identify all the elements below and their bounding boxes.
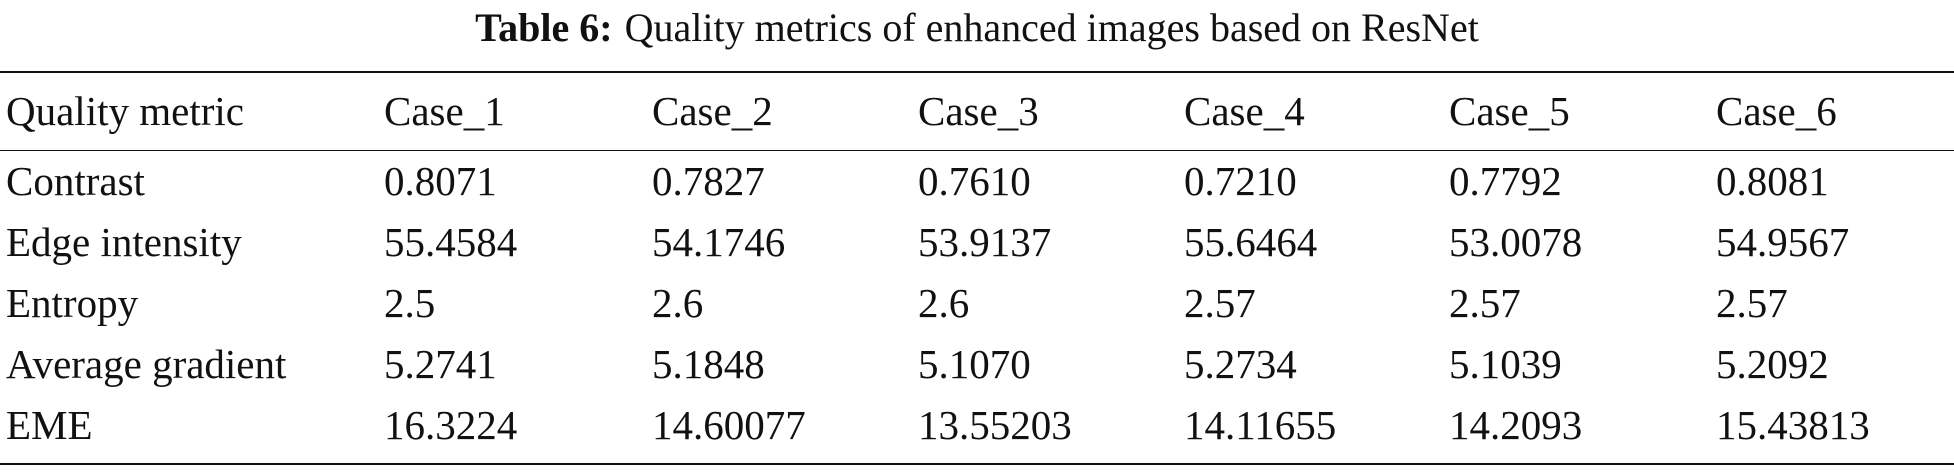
header-cell: Case_3 — [918, 88, 1039, 135]
table-cell: 54.1746 — [652, 218, 786, 265]
table-cell: 14.60077 — [652, 402, 806, 448]
table-cell: 14.2093 — [1449, 402, 1583, 448]
row-label: Contrast — [6, 157, 145, 204]
table-caption: Table 6: Quality metrics of enhanced imag… — [0, 6, 1954, 50]
table-cell: 5.1070 — [918, 340, 1031, 387]
table-cell: 5.2092 — [1716, 340, 1829, 387]
table-cell: 2.6 — [652, 279, 704, 326]
table-cell: 53.9137 — [918, 218, 1052, 265]
table-cell: 54.9567 — [1716, 218, 1850, 265]
header-cell: Case_5 — [1449, 88, 1570, 135]
table-cell: 5.1039 — [1449, 340, 1562, 387]
table-cell: 0.7792 — [1449, 157, 1562, 204]
table-cell: 2.6 — [918, 279, 970, 326]
table-cell: 2.5 — [384, 279, 436, 326]
metrics-table: Quality metric Case_1 Case_2 Case_3 Case_4 Ca… — [0, 71, 1954, 465]
header-cell: Quality metric — [6, 88, 244, 135]
table-cell: 2.57 — [1716, 279, 1788, 326]
header-row: Quality metric Case_1 Case_2 Case_3 Case_4 Ca… — [0, 72, 1954, 150]
table-body: Contrast 0.8071 0.7827 0.7610 0.7210 0.7792 0.… — [0, 150, 1954, 464]
table-row: EME 16.3224 14.60077 13.55203 14.11655 14.209… — [0, 394, 1954, 464]
table-cell: 0.8071 — [384, 157, 497, 204]
caption-label: Table 6: — [475, 5, 613, 50]
row-label: Average gradient — [6, 340, 287, 387]
header-cell: Case_2 — [652, 88, 773, 135]
table-row: Edge intensity 55.4584 54.1746 53.9137 55.64… — [0, 211, 1954, 272]
row-label: EME — [6, 402, 93, 448]
table-cell: 2.57 — [1449, 279, 1521, 326]
table-row: Entropy 2.5 2.6 2.6 2.57 2.57 2.57 — [0, 272, 1954, 333]
table-cell: 0.7827 — [652, 157, 765, 204]
table-row: Contrast 0.8071 0.7827 0.7610 0.7210 0.7792 0.… — [0, 150, 1954, 211]
row-label: Edge intensity — [6, 218, 242, 265]
row-label: Entropy — [6, 279, 139, 326]
table-cell: 2.57 — [1184, 279, 1256, 326]
table-cell: 53.0078 — [1449, 218, 1583, 265]
header-cell: Case_4 — [1184, 88, 1305, 135]
caption-text: Quality metrics of enhanced images based… — [624, 5, 1479, 50]
table-cell: 15.43813 — [1716, 402, 1870, 448]
table-cell: 16.3224 — [384, 402, 518, 448]
table-cell: 55.6464 — [1184, 218, 1318, 265]
table-cell: 5.2734 — [1184, 340, 1297, 387]
table-cell: 0.7210 — [1184, 157, 1297, 204]
table-cell: 5.1848 — [652, 340, 765, 387]
table-cell: 5.2741 — [384, 340, 497, 387]
header-cell: Case_6 — [1716, 88, 1837, 135]
table-row: Average gradient 5.2741 5.1848 5.1070 5.2734… — [0, 333, 1954, 394]
table-cell: 14.11655 — [1184, 402, 1337, 448]
table-cell: 55.4584 — [384, 218, 518, 265]
header-cell: Case_1 — [384, 88, 505, 135]
table-cell: 0.8081 — [1716, 157, 1829, 204]
table-cell: 13.55203 — [918, 402, 1072, 448]
table-header: Quality metric Case_1 Case_2 Case_3 Case_4 Ca… — [0, 72, 1954, 150]
table-cell: 0.7610 — [918, 157, 1031, 204]
